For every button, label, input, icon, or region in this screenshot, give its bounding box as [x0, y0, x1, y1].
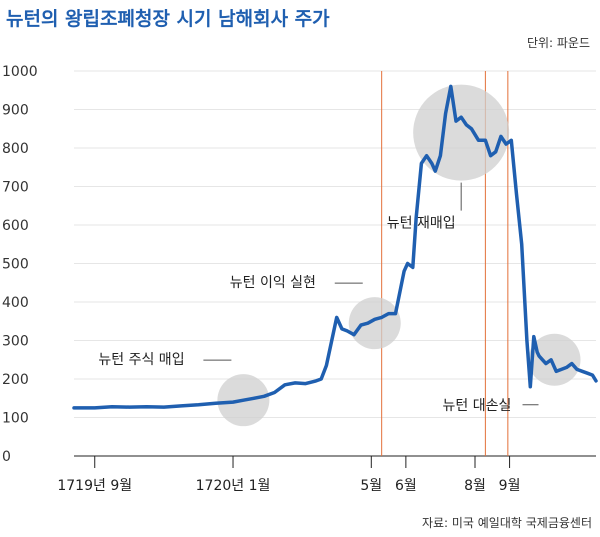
annotation-label: 뉴턴 주식 매입 — [98, 352, 184, 368]
y-tick-label: 900 — [2, 103, 29, 119]
x-tick-label: 5월 — [360, 478, 382, 494]
y-tick-label: 500 — [2, 257, 29, 273]
x-tick-label: 6월 — [395, 478, 417, 494]
highlight-circle — [348, 297, 401, 350]
unit-label: 단위: 파운드 — [526, 36, 590, 50]
y-tick-label: 800 — [2, 141, 29, 157]
x-tick-label: 1720년 1월 — [196, 478, 271, 494]
annotation-label: 뉴턴 재매입 — [387, 216, 456, 232]
annotation-label: 뉴턴 이익 실현 — [230, 275, 316, 291]
x-tick-label: 9월 — [499, 478, 521, 494]
highlight-circle — [413, 84, 510, 181]
highlight-circle — [528, 333, 581, 386]
source-note: 자료: 미국 예일대학 국제금융센터 — [421, 516, 592, 530]
y-tick-label: 600 — [2, 218, 29, 234]
annotation-label: 뉴턴 대손실 — [443, 398, 512, 414]
x-tick-label: 1719년 9월 — [57, 478, 132, 494]
y-tick-label: 700 — [2, 180, 29, 196]
series-line — [72, 84, 598, 410]
y-tick-label: 1000 — [2, 64, 38, 80]
x-tick-label: 8월 — [464, 478, 486, 494]
y-tick-label: 0 — [2, 449, 11, 465]
y-tick-label: 400 — [2, 295, 29, 311]
y-tick-label: 100 — [2, 411, 29, 427]
chart-title: 뉴턴의 왕립조폐청장 시기 남해회사 주가 — [6, 8, 330, 30]
y-tick-label: 300 — [2, 334, 29, 350]
y-tick-label: 200 — [2, 372, 29, 388]
